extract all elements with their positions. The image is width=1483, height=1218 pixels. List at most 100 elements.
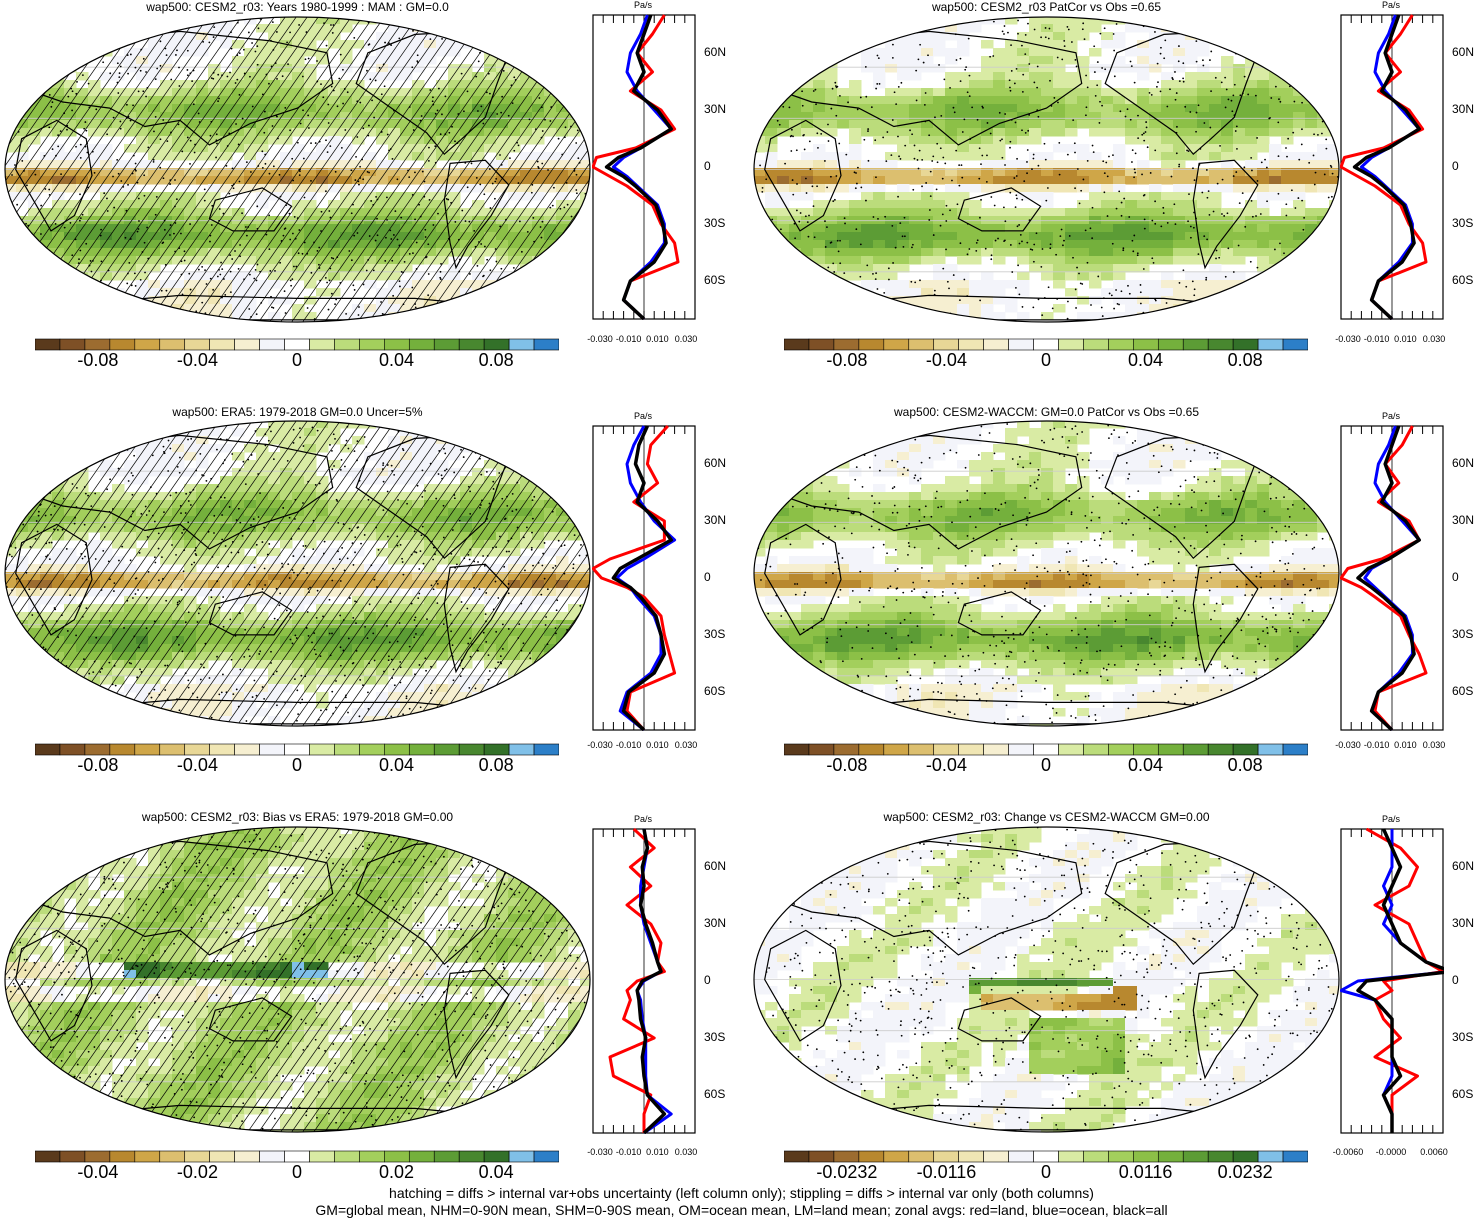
profile-lat-label: 30S — [1452, 216, 1474, 230]
profile-x-tick-label: -0.010 — [1363, 740, 1390, 750]
profile-lat-label: 0 — [1452, 973, 1459, 987]
colorbar-tick-label: -0.08 — [826, 755, 868, 775]
colorbar-swatch — [808, 743, 835, 756]
profile-x-tick-label: 0.030 — [674, 740, 698, 750]
profile-x-tick-label: 0.030 — [674, 1147, 698, 1157]
colorbar-swatch — [1033, 1150, 1059, 1163]
colorbar-swatch — [433, 743, 460, 756]
profile-x-tick-label: 0.030 — [1422, 740, 1446, 750]
zonal-profile — [1340, 828, 1444, 1134]
profile-x-tick-label: -0.010 — [615, 1147, 642, 1157]
robinson-map-change — [753, 826, 1340, 1133]
colorbar-swatch — [1108, 1150, 1134, 1163]
colorbar-swatch — [134, 338, 161, 351]
colorbar-swatch — [833, 338, 860, 351]
colorbar-swatch — [1207, 743, 1234, 756]
footnote-line2: GM=global mean, NHM=0-90N mean, SHM=0-90… — [315, 1202, 1168, 1218]
profile-lat-label: 30N — [1452, 916, 1475, 930]
colorbar-swatch — [35, 743, 61, 756]
colorbar-swatch — [35, 338, 61, 351]
profile-lat-label: 30N — [1452, 102, 1475, 116]
colorbar-swatch — [833, 1150, 860, 1163]
profile-lat-label: 60N — [704, 859, 727, 873]
colorbar-swatch — [1108, 743, 1134, 756]
colorbar-swatch — [134, 1150, 161, 1163]
colorbar-tick-label: 0.08 — [478, 350, 514, 370]
colorbar-swatch — [1282, 1150, 1308, 1163]
colorbar-tick-label: 0 — [1040, 755, 1052, 775]
robinson-map-model2 — [753, 420, 1340, 727]
colorbar-swatch — [1133, 1150, 1159, 1163]
colorbar-swatch — [109, 338, 136, 351]
colorbar-swatch — [259, 338, 285, 351]
colorbar-swatch — [1133, 743, 1159, 756]
profile-x-tick-label: -0.010 — [1363, 334, 1390, 344]
colorbar-swatch — [1207, 1150, 1234, 1163]
colorbar-swatch — [284, 338, 310, 351]
profile-line-land — [592, 425, 677, 731]
profile-lat-label: 0 — [704, 570, 711, 584]
colorbar-swatch — [1008, 338, 1034, 351]
colorbar-swatch — [109, 1150, 136, 1163]
colorbar-swatch — [1257, 338, 1284, 351]
panel-title: wap500: CESM2_r03: Change vs CESM2-WACCM… — [883, 810, 1210, 824]
profile-lat-label: 30N — [704, 916, 727, 930]
colorbar-swatch — [858, 743, 885, 756]
profile-units: Pa/s — [633, 0, 653, 10]
profile-lat-label: 30S — [1452, 627, 1474, 641]
zonal-profile — [592, 425, 696, 731]
profile-x-tick-label: 0.010 — [646, 1147, 669, 1157]
colorbar-swatch — [1008, 743, 1034, 756]
profile-lat-label: 60S — [1452, 1087, 1474, 1101]
colorbar-tick-label: -0.04 — [77, 1162, 119, 1182]
colorbar-tick-label: 0.08 — [478, 755, 514, 775]
profile-lat-label: 30S — [704, 216, 726, 230]
colorbar-swatch — [408, 1150, 435, 1163]
colorbar-tick-label: 0.0116 — [1118, 1162, 1173, 1182]
colorbar-swatch — [184, 1150, 210, 1163]
profile-line-all — [1356, 425, 1421, 731]
colorbar-swatch — [1083, 1150, 1109, 1163]
colorbar-tick-label: 0.0232 — [1217, 1162, 1273, 1182]
colorbar-swatch — [908, 338, 935, 351]
profile-units: Pa/s — [1381, 0, 1401, 10]
colorbar-swatch — [309, 1150, 335, 1163]
colorbar-swatch — [209, 1150, 235, 1163]
colorbar-swatch — [1182, 743, 1209, 756]
profile-lat-label: 60N — [1452, 859, 1475, 873]
colorbar-tick-label: -0.04 — [176, 350, 218, 370]
profile-line-land — [608, 828, 666, 1133]
colorbar-swatch — [533, 1150, 559, 1163]
profile-units: Pa/s — [633, 814, 653, 824]
profile-x-tick-label: -0.030 — [1335, 740, 1361, 750]
colorbar-swatch — [508, 1150, 535, 1163]
colorbar-swatch — [59, 743, 86, 756]
colorbar-swatch — [958, 1150, 984, 1163]
colorbar-swatch — [808, 1150, 835, 1163]
profile-line-land — [1340, 425, 1428, 731]
profile-lat-label: 60S — [704, 684, 726, 698]
colorbar-swatch — [1182, 338, 1209, 351]
colorbar-swatch — [408, 743, 435, 756]
colorbar-tick-label: 0 — [291, 1162, 303, 1182]
profile-line-land — [592, 14, 680, 320]
colorbar-tick-label: 0 — [1040, 350, 1052, 370]
colorbar-swatch — [259, 1150, 285, 1163]
profile-line-land — [1340, 14, 1428, 320]
robinson-map-obs — [4, 420, 591, 727]
colorbar-swatch — [284, 1150, 310, 1163]
colorbar-tick-label: 0.04 — [379, 755, 415, 775]
profile-x-tick-label: 0.010 — [646, 740, 669, 750]
colorbar-swatch — [384, 338, 410, 351]
colorbar-swatch — [1033, 338, 1059, 351]
profile-lat-label: 60N — [704, 45, 727, 59]
profile-x-tick-label: -0.010 — [615, 334, 642, 344]
colorbar-tick-label: 0 — [1040, 1162, 1052, 1182]
colorbar — [35, 338, 559, 351]
colorbar-swatch — [933, 338, 959, 351]
footnote-line1: hatching = diffs > internal var+obs unce… — [389, 1185, 1094, 1201]
profile-lat-label: 0 — [1452, 159, 1459, 173]
profile-line-ocean — [1340, 829, 1444, 1133]
profile-x-tick-label: -0.030 — [587, 740, 613, 750]
colorbar — [35, 743, 559, 756]
